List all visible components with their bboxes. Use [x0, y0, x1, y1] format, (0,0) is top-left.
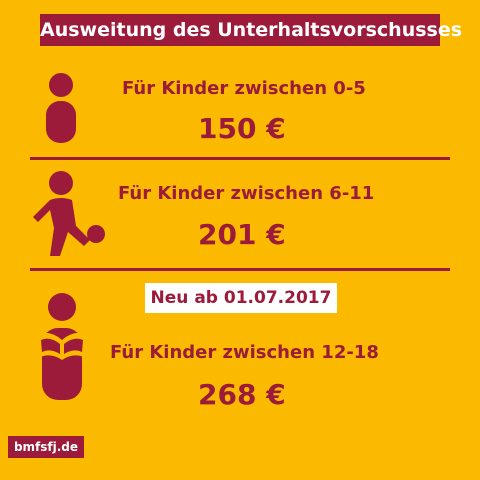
child-kicking-ball-icon	[33, 171, 105, 256]
page-title: Ausweitung des Unterhaltsvorschusses	[40, 14, 462, 46]
divider-2	[30, 268, 450, 271]
ministry-logo[interactable]: bmfsfj.de	[8, 436, 84, 458]
teen-reading-book-icon	[34, 293, 90, 400]
divider-1	[30, 157, 450, 160]
row-2-label: Für Kinder zwischen 6-11	[118, 183, 375, 204]
child-standing-icon	[46, 73, 76, 143]
row-3-label: Für Kinder zwischen 12-18	[110, 342, 379, 363]
row-1-amount: 150 €	[198, 112, 286, 145]
new-from-date-badge: Neu ab 01.07.2017	[145, 283, 337, 313]
row-1-label: Für Kinder zwischen 0-5	[122, 78, 366, 99]
row-3-amount: 268 €	[198, 378, 286, 411]
row-2-amount: 201 €	[198, 218, 286, 251]
